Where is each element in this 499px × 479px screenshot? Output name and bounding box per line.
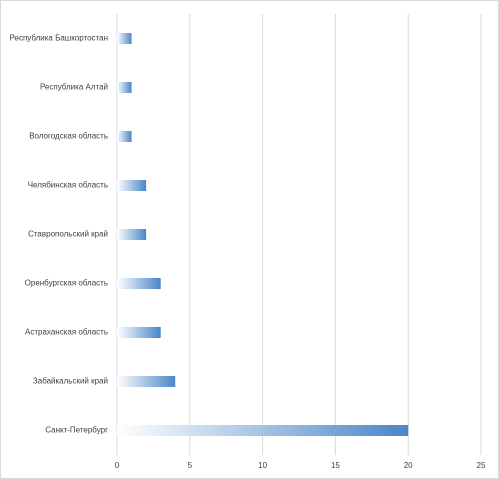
bar — [117, 180, 147, 191]
y-tick-label: Республика Башкортостан — [10, 34, 108, 43]
y-tick-label: Челябинская область — [28, 181, 108, 190]
bar — [117, 131, 132, 142]
bar — [117, 425, 409, 436]
bar — [117, 33, 132, 44]
bar — [117, 82, 132, 93]
y-tick-label: Санкт-Петербург — [45, 426, 108, 435]
y-tick-label: Ставропольский край — [28, 230, 108, 239]
x-tick-label: 10 — [258, 461, 267, 470]
x-tick-label: 0 — [115, 461, 120, 470]
bar — [117, 278, 161, 289]
x-tick-label: 20 — [404, 461, 413, 470]
x-tick-label: 25 — [477, 461, 486, 470]
x-tick-label: 15 — [331, 461, 340, 470]
y-tick-label: Забайкальский край — [33, 377, 108, 386]
y-tick-label: Республика Алтай — [40, 83, 108, 92]
y-tick-label: Вологодская область — [29, 132, 108, 141]
y-tick-label: Астраханская область — [25, 328, 108, 337]
bar — [117, 327, 161, 338]
bar — [117, 229, 147, 240]
x-tick-label: 5 — [188, 461, 193, 470]
bar — [117, 376, 176, 387]
y-tick-label: Оренбургская область — [25, 279, 108, 288]
